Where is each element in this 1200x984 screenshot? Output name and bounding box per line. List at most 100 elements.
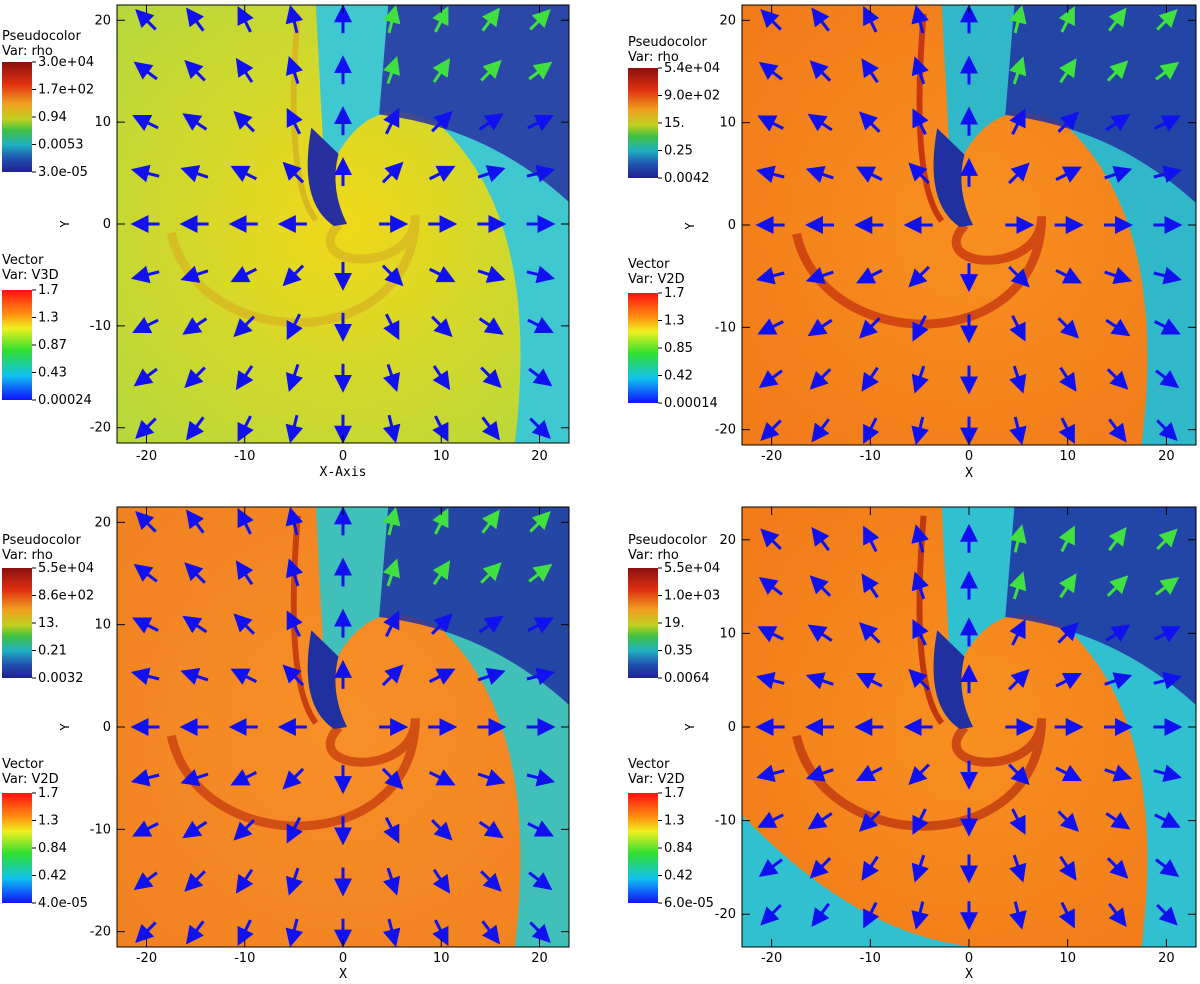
vector-arrow xyxy=(432,5,449,33)
vector-legend-colorbar xyxy=(628,793,658,903)
vector-arrow xyxy=(432,365,451,391)
vector-arrow xyxy=(1058,6,1075,33)
vector-arrow xyxy=(285,558,304,587)
vector-arrow xyxy=(382,918,401,947)
vector-arrow xyxy=(911,854,929,883)
vector-arrow xyxy=(477,265,506,283)
vector-arrow xyxy=(135,511,157,533)
vector-legend-label: 0.84 xyxy=(38,841,67,856)
pseudocolor-legend-colorbar xyxy=(628,68,658,178)
vector-arrow xyxy=(1105,113,1131,132)
x-tick-label: -10 xyxy=(860,449,881,464)
x-tick-label: -20 xyxy=(136,951,157,966)
vector-arrow xyxy=(285,414,304,443)
vector-arrow xyxy=(528,61,553,81)
vector-arrow xyxy=(527,316,554,334)
vector-arrow xyxy=(282,664,305,687)
vector-arrow xyxy=(1104,266,1133,285)
vector-legend-label: 0.42 xyxy=(38,869,67,884)
vector-legend-colorbar xyxy=(2,290,32,400)
vector-arrow xyxy=(431,613,453,635)
vector-arrow xyxy=(526,667,556,686)
vector-arrow xyxy=(1009,571,1027,600)
vector-arrow xyxy=(529,417,551,440)
vector-arrow xyxy=(1108,418,1127,443)
velocity-vectors xyxy=(130,507,556,947)
pseudocolor-legend-label: 19. xyxy=(664,616,685,631)
vector-arrow xyxy=(481,7,500,32)
y-tick-label: -10 xyxy=(715,814,736,829)
vector-arrow xyxy=(529,921,551,943)
vector-arrow xyxy=(382,56,401,85)
x-tick-label: -10 xyxy=(860,951,881,966)
vector-arrow xyxy=(180,165,209,183)
vector-arrow xyxy=(383,817,400,844)
vector-arrow xyxy=(809,857,832,879)
vector-arrow xyxy=(1009,108,1026,135)
vector-arrow xyxy=(132,316,159,334)
vector-arrow xyxy=(912,108,929,135)
vector-arrow xyxy=(182,113,208,131)
vector-arrow xyxy=(1059,573,1077,599)
vector-legend-label: 1.3 xyxy=(38,311,59,326)
vector-legend-label: 0.00024 xyxy=(38,393,92,408)
vector-arrow xyxy=(285,363,304,392)
vector-arrow xyxy=(382,5,401,34)
vector-legend-var: Var: V3D xyxy=(2,268,59,283)
y-tick-label: 20 xyxy=(94,13,111,28)
vector-arrow xyxy=(1009,315,1026,342)
vector-arrow xyxy=(180,667,209,686)
panel-1: -20 -10 0 10 20X-Axis20100-10-20YPseudocolor… xyxy=(2,4,570,480)
vector-arrow xyxy=(809,60,832,82)
y-axis-title: Y xyxy=(58,723,72,731)
vector-arrow xyxy=(1055,166,1083,183)
vector-arrow xyxy=(911,901,929,930)
vector-arrow xyxy=(805,672,834,690)
vector-arrow xyxy=(184,59,206,82)
spiral-arm xyxy=(166,214,420,328)
vector-arrow xyxy=(805,266,834,285)
velocity-vectors xyxy=(755,5,1183,445)
vector-arrow xyxy=(233,315,255,338)
x-tick-label: 10 xyxy=(433,951,450,966)
vector-arrow xyxy=(1154,115,1181,132)
y-tick-label: -20 xyxy=(90,925,111,940)
x-tick-label: 20 xyxy=(1158,449,1175,464)
vector-arrow xyxy=(855,267,883,284)
vector-legend-var: Var: V2D xyxy=(628,772,685,787)
vector-arrow xyxy=(230,265,258,283)
vector-arrow xyxy=(233,819,255,841)
vector-arrow xyxy=(811,418,830,443)
vector-arrow xyxy=(760,9,782,31)
shock-front xyxy=(916,515,945,725)
vector-arrow xyxy=(480,562,502,584)
vector-legend-colorbar xyxy=(2,793,32,903)
vector-arrow xyxy=(237,919,254,946)
vector-arrow xyxy=(760,528,782,551)
x-tick-label: 10 xyxy=(1059,449,1076,464)
vector-arrow xyxy=(1009,854,1027,883)
vector-arrow xyxy=(1058,417,1075,444)
pseudocolor-legend-label: 15. xyxy=(664,116,685,131)
vector-arrow xyxy=(478,615,504,634)
pseudocolor-legend-title: Pseudocolor xyxy=(628,35,707,50)
y-tick-label: 20 xyxy=(719,13,736,28)
vector-arrow xyxy=(756,165,785,184)
vector-arrow xyxy=(861,573,879,599)
vector-arrow xyxy=(381,664,404,687)
pseudocolor-legend-var: Var: rho xyxy=(628,50,679,65)
outer-cavity xyxy=(1005,5,1196,203)
vector-arrow xyxy=(911,524,929,553)
vector-arrow xyxy=(1153,266,1182,285)
vector-arrow xyxy=(1009,524,1027,553)
vector-arrow xyxy=(481,509,500,534)
vector-arrow xyxy=(1008,162,1030,185)
vector-arrow xyxy=(184,366,206,389)
vector-arrow xyxy=(757,811,784,828)
vector-arrow xyxy=(911,571,929,600)
vector-arrow xyxy=(383,610,400,637)
x-axis-title: X-Axis xyxy=(320,465,367,480)
vector-arrow xyxy=(184,870,206,892)
vector-arrow xyxy=(912,808,929,835)
vector-arrow xyxy=(757,318,784,335)
